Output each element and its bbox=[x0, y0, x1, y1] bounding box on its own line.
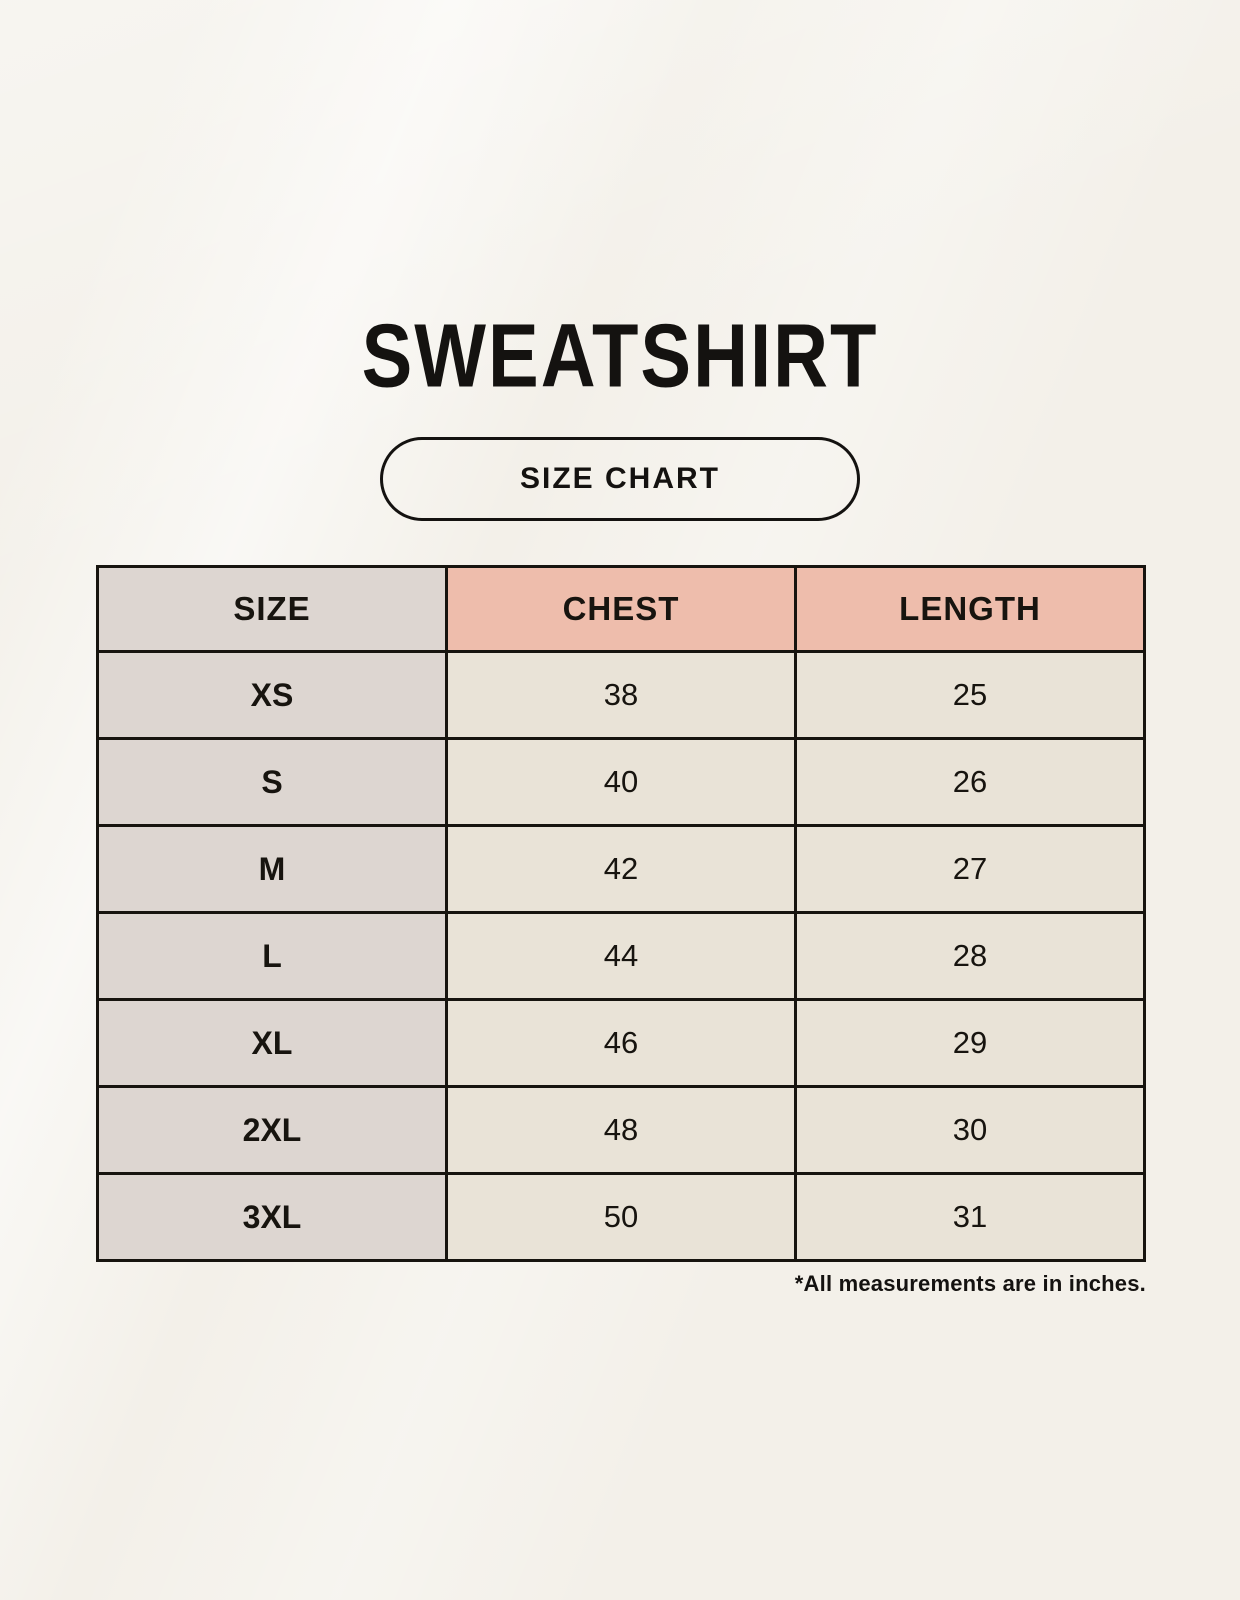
column-header-length: LENGTH bbox=[794, 565, 1146, 653]
length-cell: 27 bbox=[794, 824, 1146, 914]
chest-cell: 50 bbox=[445, 1172, 797, 1262]
size-chart-badge[interactable]: SIZE CHART bbox=[380, 437, 860, 521]
size-cell: XL bbox=[96, 998, 448, 1088]
table-row: 3XL 50 31 bbox=[96, 1172, 1146, 1262]
length-cell: 28 bbox=[794, 911, 1146, 1001]
column-header-size: SIZE bbox=[96, 565, 448, 653]
page-title: SWEATSHIRT bbox=[361, 306, 879, 407]
length-cell: 26 bbox=[794, 737, 1146, 827]
size-cell: L bbox=[96, 911, 448, 1001]
table-row: 2XL 48 30 bbox=[96, 1085, 1146, 1175]
table-row: XS 38 25 bbox=[96, 650, 1146, 740]
size-cell: M bbox=[96, 824, 448, 914]
chest-cell: 48 bbox=[445, 1085, 797, 1175]
length-cell: 30 bbox=[794, 1085, 1146, 1175]
size-chart-table: SIZE CHEST LENGTH XS 38 25 S 40 26 M bbox=[96, 565, 1146, 1262]
badge-container: SIZE CHART bbox=[0, 437, 1240, 521]
table-body: XS 38 25 S 40 26 M 42 27 L 44 28 bbox=[96, 650, 1146, 1262]
chest-cell: 38 bbox=[445, 650, 797, 740]
size-cell: 2XL bbox=[96, 1085, 448, 1175]
chest-cell: 42 bbox=[445, 824, 797, 914]
length-cell: 25 bbox=[794, 650, 1146, 740]
table-row: XL 46 29 bbox=[96, 998, 1146, 1088]
length-cell: 29 bbox=[794, 998, 1146, 1088]
size-cell: XS bbox=[96, 650, 448, 740]
table-row: L 44 28 bbox=[96, 911, 1146, 1001]
table-row: S 40 26 bbox=[96, 737, 1146, 827]
size-cell: S bbox=[96, 737, 448, 827]
length-cell: 31 bbox=[794, 1172, 1146, 1262]
table-header: SIZE CHEST LENGTH bbox=[96, 565, 1146, 653]
chest-cell: 40 bbox=[445, 737, 797, 827]
table-row: M 42 27 bbox=[96, 824, 1146, 914]
column-header-chest: CHEST bbox=[445, 565, 797, 653]
size-cell: 3XL bbox=[96, 1172, 448, 1262]
chest-cell: 44 bbox=[445, 911, 797, 1001]
header-row: SIZE CHEST LENGTH bbox=[96, 565, 1146, 653]
size-chart-section: SIZE CHEST LENGTH XS 38 25 S 40 26 M bbox=[96, 565, 1146, 1297]
measurements-footnote: *All measurements are in inches. bbox=[794, 1271, 1146, 1296]
chest-cell: 46 bbox=[445, 998, 797, 1088]
